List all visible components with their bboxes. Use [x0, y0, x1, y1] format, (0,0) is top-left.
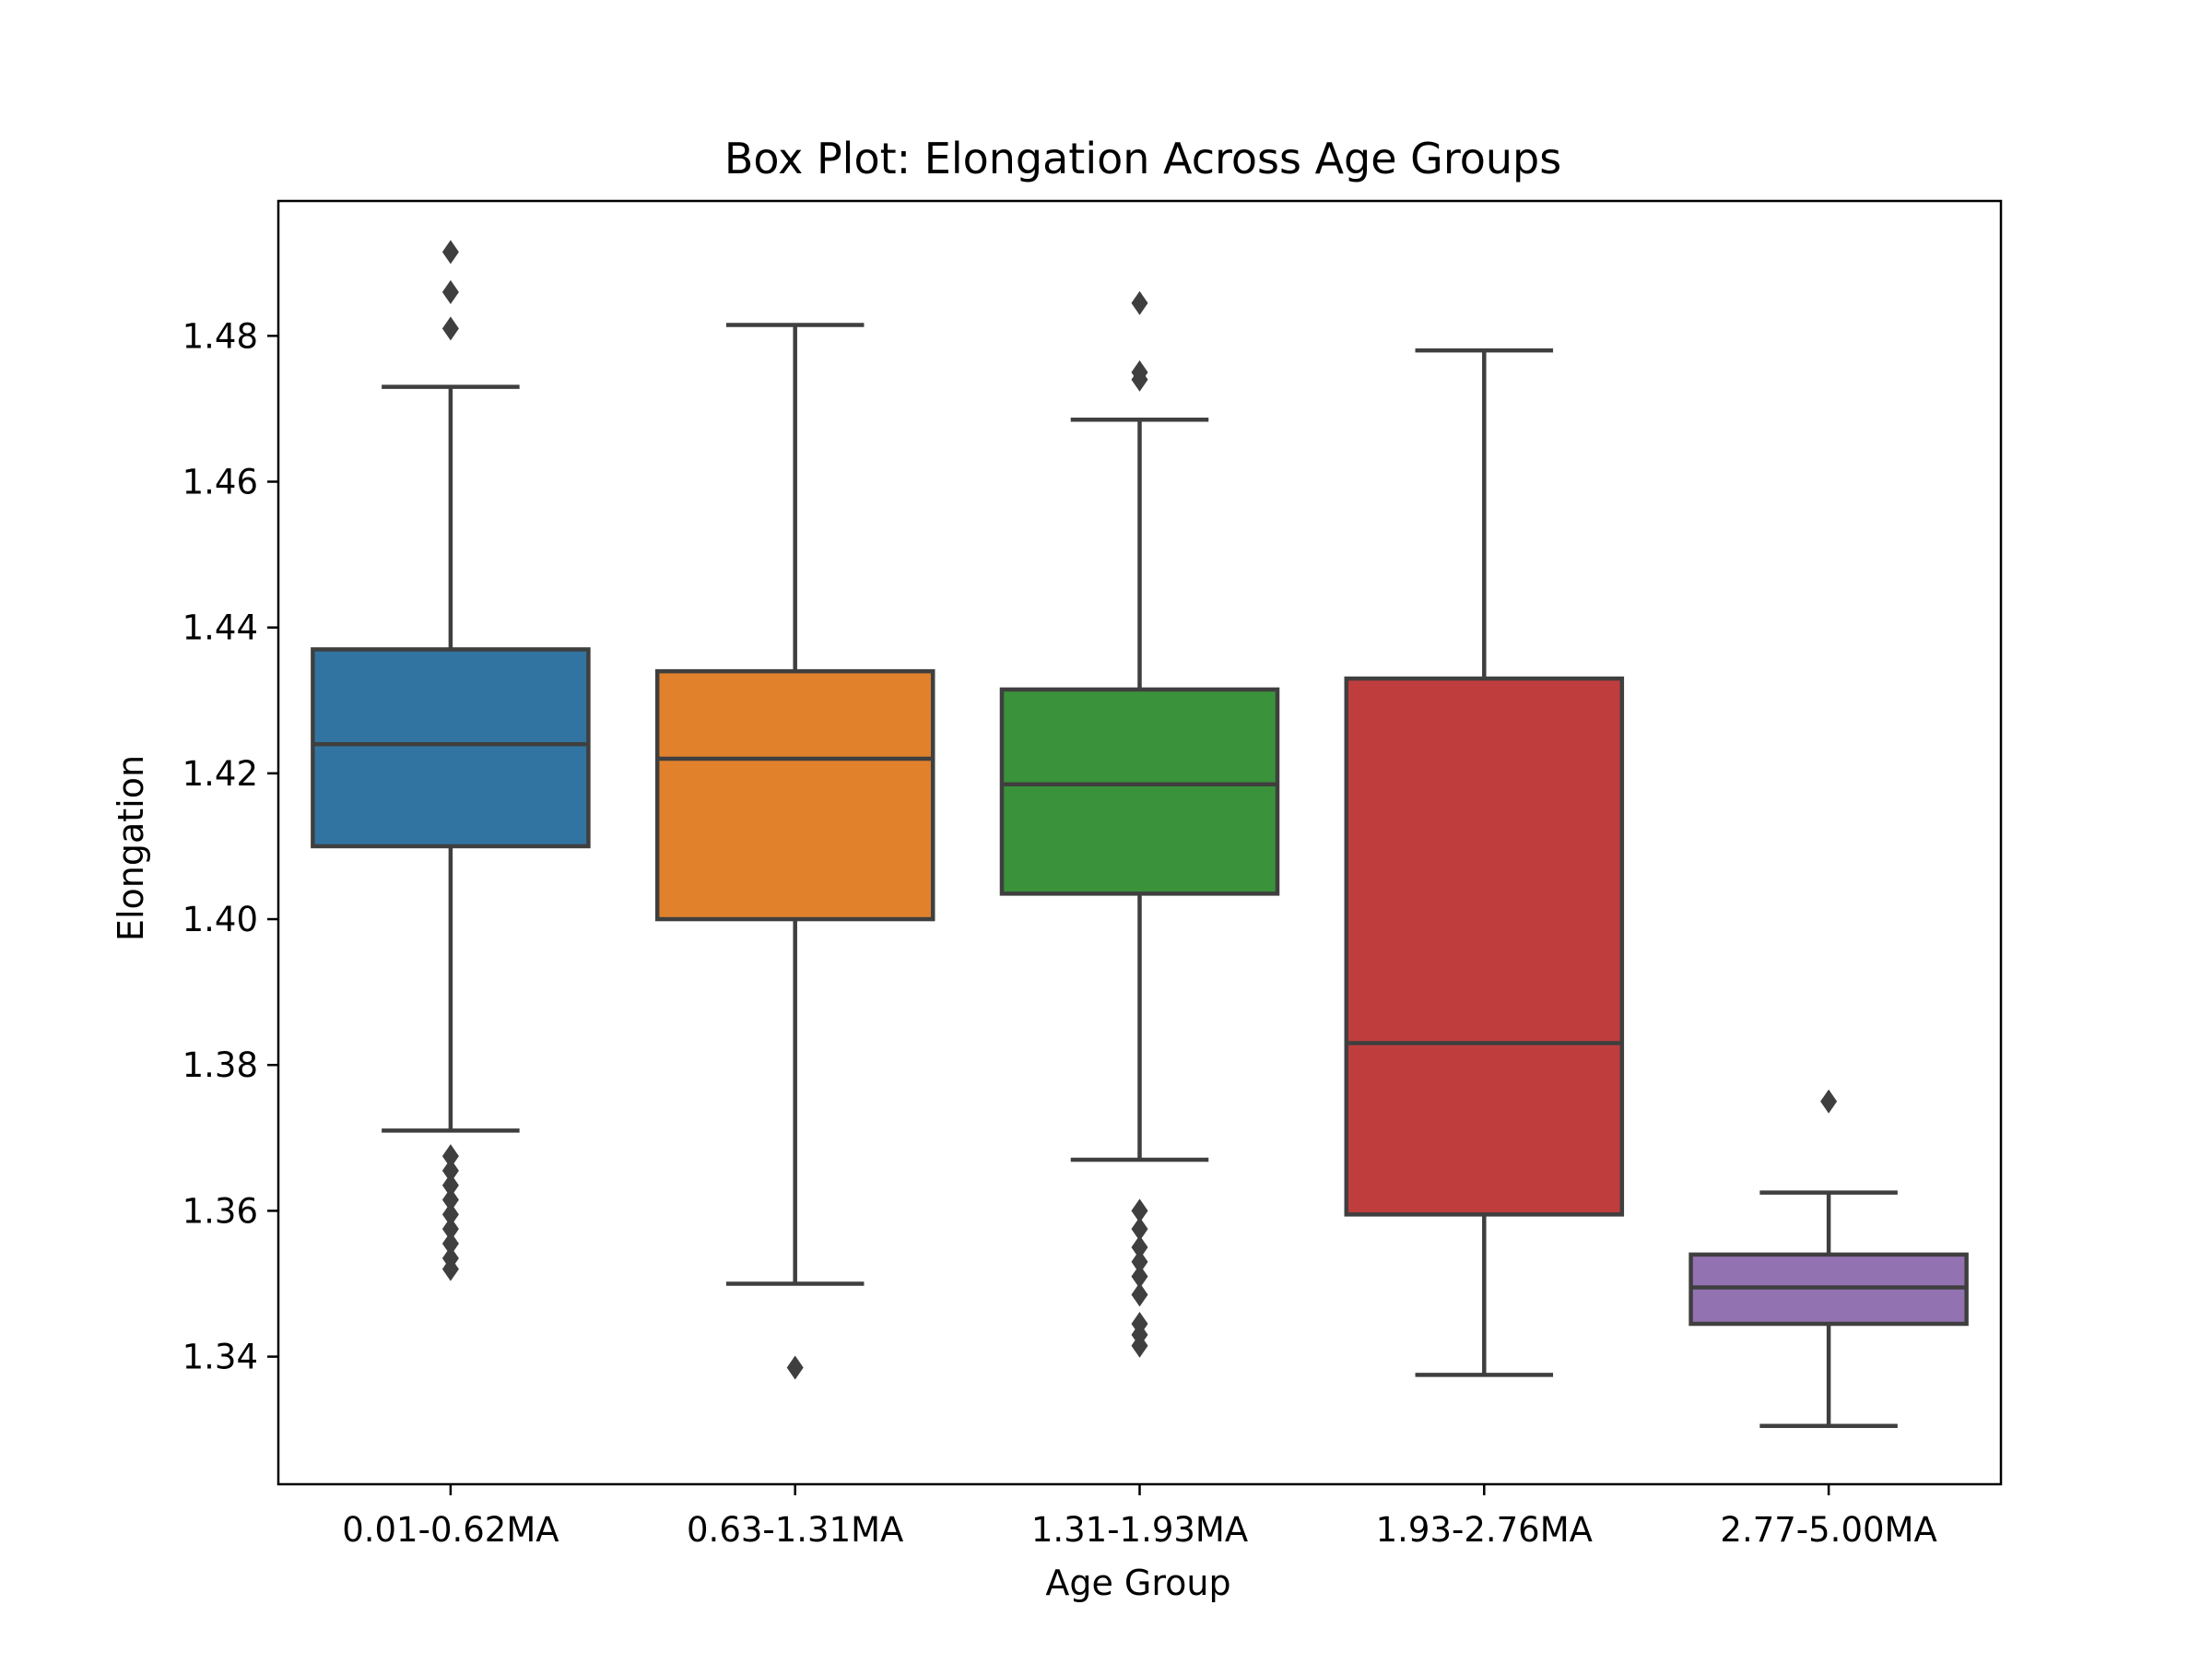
- outlier-point: [441, 316, 459, 341]
- outlier-point: [1131, 1249, 1148, 1274]
- y-tick-label: 1.34: [182, 1338, 258, 1377]
- outlier-point: [1131, 367, 1148, 392]
- x-tick-label: 1.31-1.93MA: [1031, 1510, 1248, 1550]
- box-iqr: [1344, 676, 1625, 1217]
- plot-area: 1.34 1.36 1.38 1.40 1.42 1.44 1.46 1.48 0.01-0.6…: [182, 199, 2003, 1550]
- box-group-4: [1344, 348, 1625, 1377]
- box-iqr: [999, 687, 1280, 896]
- outlier-point: [441, 1187, 459, 1212]
- box-group-1: [311, 240, 591, 1281]
- box-iqr: [311, 647, 591, 849]
- outlier-point: [1820, 1089, 1838, 1114]
- outlier-point: [1131, 1217, 1148, 1242]
- outlier-point: [441, 279, 459, 304]
- outlier-point: [441, 1202, 459, 1227]
- outlier-point: [441, 1257, 459, 1281]
- x-tick-label: 2.77-5.00MA: [1720, 1510, 1936, 1550]
- outlier-point: [1131, 290, 1148, 315]
- box-group-2: [654, 323, 935, 1380]
- x-tick-label: 0.63-1.31MA: [687, 1510, 903, 1550]
- outlier-point: [1131, 1234, 1148, 1259]
- box-group-5: [1688, 1089, 1969, 1428]
- outlier-point: [441, 1217, 459, 1242]
- outlier-point: [441, 240, 459, 265]
- y-tick-label: 1.46: [182, 463, 258, 502]
- y-tick-label: 1.44: [182, 608, 258, 648]
- y-tick-label: 1.42: [182, 754, 258, 794]
- y-tick-label: 1.40: [182, 900, 258, 939]
- x-tick-label: 1.93-2.76MA: [1376, 1510, 1593, 1550]
- outlier-point: [441, 1144, 459, 1169]
- x-tick-label: 0.01-0.62MA: [342, 1510, 559, 1550]
- outlier-point: [1131, 1264, 1148, 1289]
- y-tick-label: 1.36: [182, 1191, 258, 1231]
- outlier-point: [1131, 1282, 1148, 1307]
- y-tick-label: 1.48: [182, 316, 258, 356]
- box-iqr: [654, 668, 935, 922]
- outlier-point: [786, 1355, 804, 1380]
- y-tick-label: 1.38: [182, 1045, 258, 1085]
- outlier-point: [1131, 1198, 1148, 1223]
- outlier-point: [441, 1173, 459, 1198]
- y-axis-label: Elongation: [111, 755, 151, 941]
- outlier-point: [441, 1158, 459, 1183]
- outlier-point: [1131, 1333, 1148, 1358]
- chart-title: Box Plot: Elongation Across Age Groups: [724, 134, 1561, 183]
- outlier-point: [441, 1232, 459, 1256]
- x-axis-label: Age Group: [1045, 1563, 1230, 1603]
- box-group-3: [999, 290, 1280, 1358]
